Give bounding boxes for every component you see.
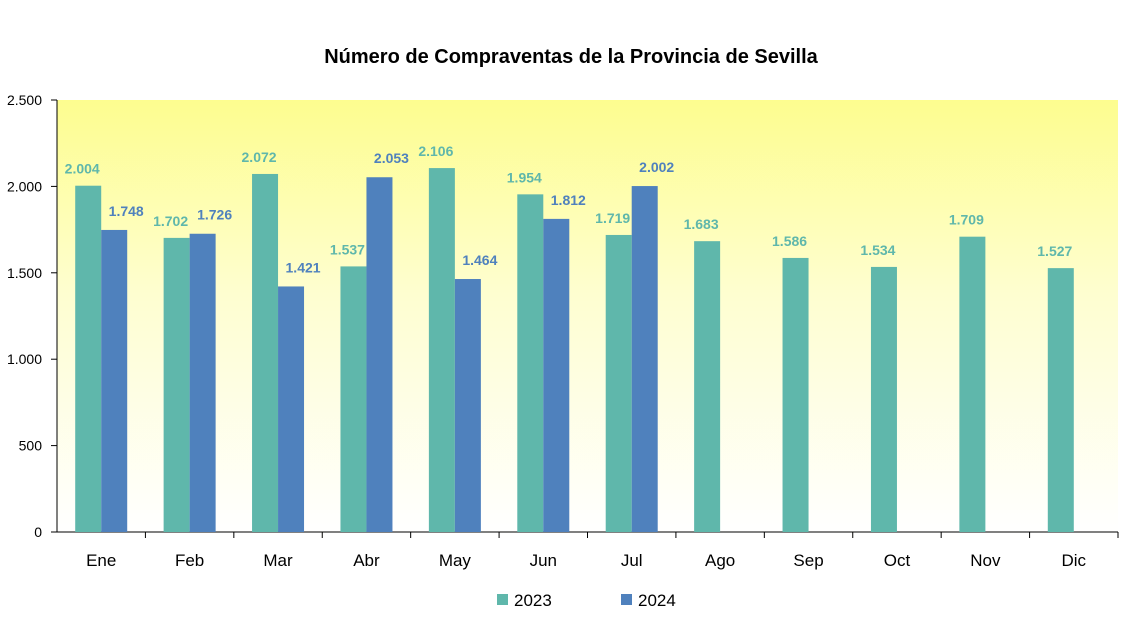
bar-2023 xyxy=(517,194,544,532)
data-label-2024: 2.002 xyxy=(639,159,674,175)
data-label-2024: 2.053 xyxy=(374,150,409,166)
bar-2024 xyxy=(543,218,570,532)
bar-2024 xyxy=(454,279,481,532)
bar-2023 xyxy=(605,234,632,533)
x-tick-label: Ene xyxy=(86,551,116,570)
y-tick-label: 500 xyxy=(19,438,43,454)
plot-area xyxy=(57,100,1118,532)
bar-2024 xyxy=(278,286,305,532)
bar-2023 xyxy=(252,173,279,532)
legend-swatch-2023 xyxy=(497,594,508,605)
x-tick-label: Dic xyxy=(1062,551,1087,570)
y-tick-label: 0 xyxy=(34,524,42,540)
bar-2024 xyxy=(631,186,658,533)
data-label-2023: 2.004 xyxy=(65,161,100,177)
x-tick-label: Abr xyxy=(353,551,380,570)
x-tick-label: Nov xyxy=(970,551,1001,570)
data-label-2024: 1.812 xyxy=(551,192,586,208)
data-label-2024: 1.748 xyxy=(109,203,144,219)
data-label-2024: 1.464 xyxy=(462,252,497,268)
data-label-2023: 1.709 xyxy=(949,212,984,228)
data-label-2023: 1.702 xyxy=(153,213,188,229)
data-label-2023: 1.586 xyxy=(772,233,807,249)
bar-2023 xyxy=(163,237,190,532)
chart-title: Número de Compraventas de la Provincia d… xyxy=(324,46,818,68)
data-label-2023: 1.719 xyxy=(595,210,630,226)
bar-2023 xyxy=(870,266,897,532)
data-label-2024: 1.726 xyxy=(197,207,232,223)
y-tick-label: 1.000 xyxy=(7,351,42,367)
y-tick-label: 2.500 xyxy=(7,92,42,108)
bar-2023 xyxy=(694,241,721,532)
x-tick-label: Ago xyxy=(705,551,735,570)
bar-2023 xyxy=(1047,268,1074,532)
data-label-2023: 2.106 xyxy=(418,143,453,159)
bar-2023 xyxy=(340,266,367,532)
bar-2024 xyxy=(366,177,393,533)
x-tick-label: Mar xyxy=(263,551,293,570)
data-label-2023: 1.683 xyxy=(684,216,719,232)
x-tick-label: Sep xyxy=(793,551,823,570)
y-tick-label: 2.000 xyxy=(7,178,42,194)
y-tick-label: 1.500 xyxy=(7,265,42,281)
data-label-2023: 1.534 xyxy=(860,242,895,258)
data-label-2023: 1.537 xyxy=(330,241,365,257)
x-tick-label: Oct xyxy=(884,551,911,570)
bar-2023 xyxy=(782,257,809,532)
bar-2023 xyxy=(75,185,102,532)
legend-label: 2023 xyxy=(514,591,552,610)
legend-swatch-2024 xyxy=(621,594,632,605)
data-label-2024: 1.421 xyxy=(286,259,321,275)
bar-2024 xyxy=(101,229,128,532)
legend-label: 2024 xyxy=(638,591,676,610)
bar-2023 xyxy=(959,236,986,532)
data-label-2023: 1.954 xyxy=(507,169,542,185)
bar-2024 xyxy=(189,233,216,532)
x-tick-label: May xyxy=(439,551,472,570)
x-tick-label: Feb xyxy=(175,551,204,570)
data-label-2023: 2.072 xyxy=(242,149,277,165)
x-tick-label: Jun xyxy=(530,551,557,570)
bar-2023 xyxy=(428,168,455,533)
x-tick-label: Jul xyxy=(621,551,643,570)
data-label-2023: 1.527 xyxy=(1037,243,1072,259)
